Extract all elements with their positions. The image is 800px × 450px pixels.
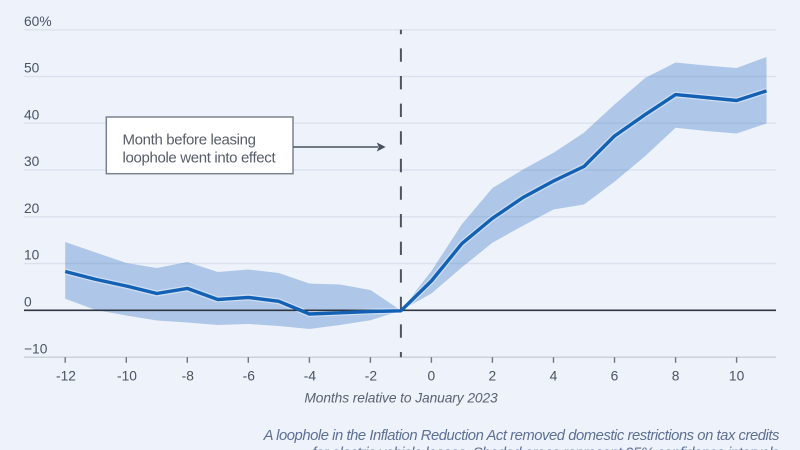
svg-text:20: 20 bbox=[24, 201, 40, 216]
svg-text:A loophole in the Inflation Re: A loophole in the Inflation Reduction Ac… bbox=[263, 428, 780, 444]
svg-text:Months relative to January 202: Months relative to January 2023 bbox=[304, 391, 498, 406]
svg-text:40: 40 bbox=[24, 107, 40, 122]
svg-text:4: 4 bbox=[550, 369, 558, 384]
svg-text:50: 50 bbox=[24, 61, 40, 76]
svg-text:for electric vehicle leases. S: for electric vehicle leases. Shaded area… bbox=[312, 446, 780, 450]
svg-text:8: 8 bbox=[672, 369, 680, 384]
svg-text:-2: -2 bbox=[365, 369, 377, 384]
svg-text:30: 30 bbox=[24, 154, 40, 169]
svg-text:-6: -6 bbox=[243, 369, 256, 384]
svg-text:60%: 60% bbox=[24, 14, 52, 29]
svg-text:-10: -10 bbox=[117, 369, 137, 384]
svg-text:-4: -4 bbox=[304, 369, 317, 384]
svg-text:Month before leasing: Month before leasing bbox=[123, 131, 256, 148]
svg-text:10: 10 bbox=[24, 248, 40, 263]
svg-text:2: 2 bbox=[489, 369, 497, 384]
svg-text:-8: -8 bbox=[182, 369, 195, 384]
svg-text:0: 0 bbox=[24, 294, 32, 309]
svg-text:−10: −10 bbox=[24, 341, 48, 356]
svg-text:10: 10 bbox=[729, 369, 745, 384]
svg-text:0: 0 bbox=[428, 369, 436, 384]
svg-text:6: 6 bbox=[611, 369, 619, 384]
svg-text:loophole went into effect: loophole went into effect bbox=[123, 150, 277, 167]
svg-text:-12: -12 bbox=[56, 369, 76, 384]
